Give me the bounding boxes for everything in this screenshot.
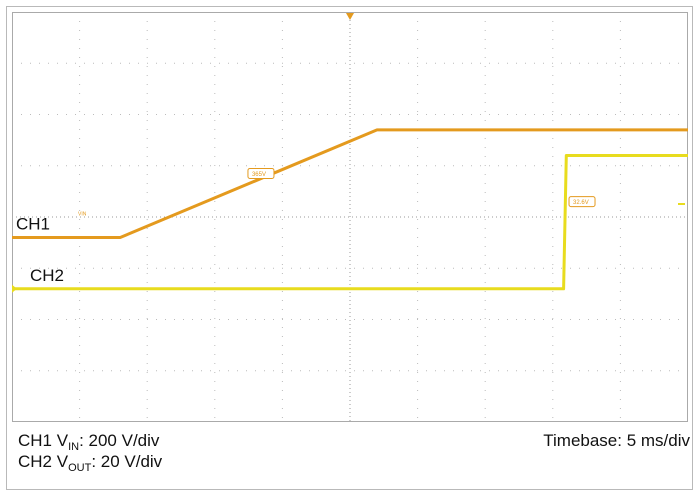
ch1-level-flag-box: [247, 167, 275, 179]
traces: [12, 128, 688, 293]
trigger-marker: [346, 13, 354, 20]
ch1-level-flag: 365V: [247, 167, 275, 179]
ch1-caption-suffix: : 200 V/div: [79, 431, 160, 450]
ch2-caption-suffix: : 20 V/div: [91, 452, 163, 471]
ch1-caption-prefix: CH1 V: [18, 431, 69, 450]
grid: [12, 12, 688, 422]
ch1-scale-caption: CH1 VIN: 200 V/div: [18, 431, 159, 457]
ch2-level-flag: 32.6V: [568, 196, 596, 208]
ch1-caption-sub: IN: [68, 441, 80, 453]
ch2-caption-prefix: CH2 V: [18, 452, 69, 471]
ch2-label: CH2: [30, 266, 64, 285]
ch2-level-flag-box: [568, 196, 596, 208]
screen-border: [12, 12, 688, 422]
ch1-label: CH1: [16, 215, 50, 234]
series-ch1-line: [12, 128, 688, 239]
ch2-caption-sub: OUT: [68, 462, 92, 474]
ch2-ground-marker: [12, 284, 17, 293]
ch1-level-flag-text: 365V: [252, 172, 266, 178]
timebase-caption: Timebase: 5 ms/div: [543, 431, 690, 450]
trace-labels: CH1 VIN CH2 365V 32.6V: [16, 167, 596, 285]
series-ch2-line: [12, 154, 688, 291]
oscilloscope-screen: CH1 VIN CH2 365V 32.6V: [12, 12, 688, 422]
ch2-scale-caption: CH2 VOUT: 20 V/div: [18, 452, 162, 478]
vin-tiny-label: VIN: [78, 212, 87, 218]
ch2-level-flag-text: 32.6V: [573, 200, 589, 206]
